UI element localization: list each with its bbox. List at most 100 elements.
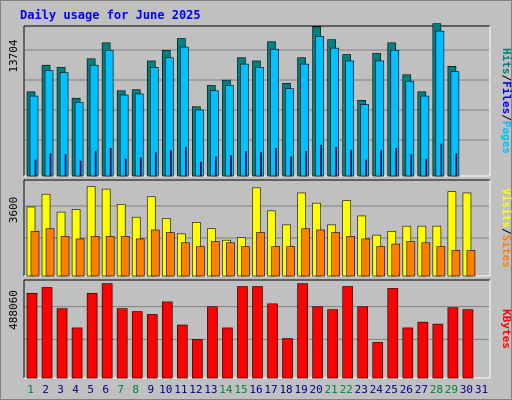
bar-kbytes-day-28 bbox=[432, 323, 444, 379]
x-tick-label-day-11: 11 bbox=[174, 383, 187, 396]
panel-visits-sites-legend: Visits/Sites bbox=[500, 188, 512, 268]
bar-kbytes-day-21 bbox=[327, 309, 338, 379]
bar-sites-day-30 bbox=[466, 250, 476, 277]
bar-sites-day-2 bbox=[45, 228, 55, 277]
panel-kbytes-legend: KBytes bbox=[500, 309, 512, 349]
panel-visits-sites-ymax-label: 3600 bbox=[7, 197, 20, 224]
bar-kbytes-day-16 bbox=[252, 286, 263, 379]
bar-kbytes-day-5 bbox=[86, 292, 98, 379]
legend-entry: / bbox=[500, 228, 512, 235]
bar-kbytes-day-14 bbox=[222, 327, 233, 379]
x-tick-label-day-16: 16 bbox=[249, 383, 262, 396]
bar-files-day-27 bbox=[420, 95, 430, 177]
legend-entry: Sites bbox=[500, 235, 512, 268]
x-tick-label-day-8: 8 bbox=[132, 383, 139, 396]
bar-kbytes-day-26 bbox=[402, 327, 414, 379]
bar-files-day-4 bbox=[74, 102, 84, 177]
x-tick-label-day-18: 18 bbox=[279, 383, 292, 396]
bar-kbytes-day-27 bbox=[417, 321, 429, 379]
x-tick-label-day-28: 28 bbox=[430, 383, 443, 396]
bar-kbytes-day-20 bbox=[312, 306, 323, 379]
bar-sites-day-6 bbox=[105, 236, 115, 277]
x-tick-label-day-27: 27 bbox=[415, 383, 428, 396]
bar-sites-day-22 bbox=[346, 236, 355, 277]
bar-kbytes-day-29 bbox=[447, 307, 459, 379]
x-tick-label-day-14: 14 bbox=[219, 383, 233, 396]
bar-pages-day-13 bbox=[215, 156, 217, 177]
x-tick-label-day-5: 5 bbox=[87, 383, 94, 396]
x-tick-label-day-24: 24 bbox=[370, 383, 384, 396]
bar-sites-day-28 bbox=[436, 246, 446, 277]
bar-kbytes-day-22 bbox=[342, 286, 353, 379]
bar-sites-day-21 bbox=[331, 232, 340, 277]
bar-sites-day-10 bbox=[165, 232, 175, 277]
panel-hits-files-pages-ymax-label: 13704 bbox=[7, 39, 20, 72]
bar-pages-day-18 bbox=[290, 156, 292, 177]
bar-files-day-1 bbox=[29, 95, 39, 177]
bar-sites-day-23 bbox=[361, 238, 371, 277]
bar-pages-day-19 bbox=[305, 151, 307, 177]
bar-sites-day-25 bbox=[391, 243, 401, 277]
bar-kbytes-day-7 bbox=[116, 308, 128, 379]
x-tick-label-day-2: 2 bbox=[42, 383, 49, 396]
bar-kbytes-day-17 bbox=[267, 303, 278, 379]
bar-kbytes-day-9 bbox=[146, 314, 158, 379]
bar-kbytes-day-2 bbox=[41, 287, 53, 379]
bar-sites-day-1 bbox=[30, 230, 40, 277]
bar-sites-day-14 bbox=[226, 242, 235, 277]
bar-files-day-14 bbox=[225, 85, 234, 177]
bar-pages-day-2 bbox=[49, 153, 52, 177]
bar-kbytes-day-23 bbox=[357, 306, 369, 379]
bar-pages-day-27 bbox=[425, 158, 428, 177]
bar-files-day-22 bbox=[345, 60, 354, 177]
bar-files-day-29 bbox=[450, 71, 460, 177]
x-tick-label-day-12: 12 bbox=[189, 383, 202, 396]
x-tick-label-day-6: 6 bbox=[102, 383, 109, 396]
bar-pages-day-17 bbox=[275, 148, 277, 177]
x-tick-label-day-22: 22 bbox=[340, 383, 353, 396]
bar-sites-day-11 bbox=[181, 242, 190, 277]
bar-sites-day-13 bbox=[211, 241, 220, 277]
x-tick-label-day-3: 3 bbox=[57, 383, 64, 396]
bar-files-day-6 bbox=[104, 49, 114, 177]
bar-pages-day-26 bbox=[410, 154, 413, 177]
bar-files-day-8 bbox=[134, 93, 144, 177]
bar-sites-day-5 bbox=[90, 236, 100, 277]
bar-sites-day-27 bbox=[421, 242, 431, 277]
bar-kbytes-day-11 bbox=[177, 324, 188, 379]
x-tick-label-day-23: 23 bbox=[355, 383, 368, 396]
bar-pages-day-20 bbox=[320, 144, 322, 177]
panel-kbytes-ymax-label: 488060 bbox=[7, 290, 20, 330]
bar-pages-day-23 bbox=[365, 159, 368, 177]
legend-entry: / bbox=[500, 75, 512, 82]
bar-files-day-20 bbox=[315, 36, 324, 177]
bar-sites-day-26 bbox=[406, 241, 416, 277]
bar-files-day-19 bbox=[300, 63, 309, 177]
bar-kbytes-day-15 bbox=[237, 286, 248, 379]
bar-sites-day-15 bbox=[241, 246, 250, 277]
legend-entry: Pages bbox=[500, 121, 512, 154]
bar-kbytes-day-6 bbox=[101, 283, 113, 379]
bar-pages-day-14 bbox=[230, 155, 232, 177]
x-tick-label-day-20: 20 bbox=[310, 383, 323, 396]
bar-files-day-18 bbox=[285, 88, 294, 177]
bar-sites-day-18 bbox=[286, 246, 295, 277]
bar-kbytes-day-19 bbox=[297, 283, 308, 379]
bar-kbytes-day-24 bbox=[372, 342, 384, 379]
bar-files-day-12 bbox=[195, 109, 204, 177]
bar-files-day-17 bbox=[270, 48, 279, 177]
bar-pages-day-24 bbox=[380, 150, 383, 177]
bar-kbytes-day-13 bbox=[207, 306, 218, 379]
bar-pages-day-22 bbox=[350, 150, 352, 177]
bar-sites-day-8 bbox=[135, 238, 145, 277]
bar-kbytes-day-30 bbox=[462, 309, 474, 379]
bar-pages-day-6 bbox=[109, 148, 112, 177]
bar-pages-day-15 bbox=[245, 151, 247, 177]
bar-files-day-10 bbox=[164, 57, 174, 177]
bar-kbytes-day-10 bbox=[161, 301, 173, 379]
bar-pages-day-28 bbox=[440, 143, 443, 177]
bar-sites-day-20 bbox=[316, 229, 325, 277]
bar-kbytes-day-3 bbox=[56, 308, 68, 379]
bar-files-day-23 bbox=[360, 104, 370, 177]
bar-kbytes-day-18 bbox=[282, 338, 293, 379]
